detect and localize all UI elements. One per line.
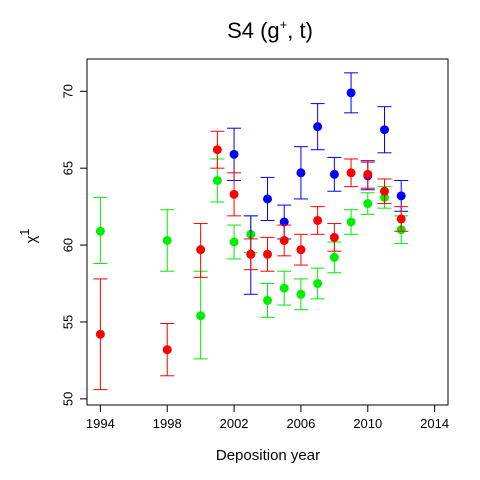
y-axis-label-superscript: 1	[17, 228, 32, 235]
chart-title: S4 (g+, t)	[227, 17, 313, 43]
data-point	[263, 249, 272, 259]
data-point	[162, 345, 172, 355]
data-point	[346, 217, 356, 227]
data-point	[346, 88, 356, 98]
data-point	[279, 217, 289, 227]
data-point	[313, 122, 323, 132]
data-point	[363, 169, 373, 179]
data-point	[296, 289, 306, 299]
y-tick-label: 70	[60, 84, 75, 98]
data-point	[229, 189, 239, 199]
series-0	[93, 158, 409, 360]
plot-frame	[86, 58, 449, 406]
data-point	[263, 295, 272, 305]
x-tick-label: 2014	[420, 416, 449, 431]
data-point	[279, 235, 289, 245]
y-tick-label: 50	[60, 392, 75, 406]
y-axis-label-main: χ	[23, 236, 40, 244]
data-point	[346, 168, 356, 178]
data-series	[93, 72, 409, 391]
chart-title-superscript: +	[280, 17, 288, 32]
data-point	[196, 311, 206, 321]
data-point	[229, 237, 239, 247]
data-point	[396, 191, 406, 201]
chart-title-main: S4 (g	[227, 18, 280, 43]
x-tick-label: 2006	[286, 416, 315, 431]
data-point	[246, 249, 256, 259]
y-tick-label: 65	[60, 161, 75, 175]
data-point	[379, 186, 389, 196]
data-point	[313, 279, 323, 289]
data-point	[329, 252, 339, 262]
y-axis: 50 55 60 65 70	[60, 84, 87, 406]
data-point	[329, 232, 339, 242]
y-axis-label: χ1	[17, 228, 40, 243]
series-2	[93, 130, 409, 391]
data-point	[296, 168, 306, 178]
data-point	[196, 245, 206, 255]
data-point	[229, 149, 239, 159]
data-point	[162, 235, 172, 245]
y-tick-label: 60	[60, 238, 75, 252]
x-tick-label: 2010	[353, 416, 382, 431]
x-tick-label: 2002	[220, 416, 249, 431]
x-axis-label: Deposition year	[216, 447, 320, 464]
data-point	[396, 214, 406, 224]
data-point	[279, 283, 289, 293]
data-point	[363, 199, 373, 209]
data-point	[212, 145, 222, 155]
data-point	[329, 169, 339, 179]
x-tick-label: 1994	[86, 416, 115, 431]
series-1	[227, 72, 409, 295]
data-point	[263, 194, 272, 204]
data-point	[95, 226, 105, 236]
chart-title-end: , t)	[287, 18, 313, 43]
data-point	[379, 125, 389, 135]
x-axis: 1994 1998 2002 2006 2010 2014	[86, 405, 449, 431]
x-tick-label: 1998	[153, 416, 182, 431]
data-point	[95, 329, 105, 339]
data-point	[313, 215, 323, 225]
data-point	[296, 245, 306, 255]
y-tick-label: 55	[60, 315, 75, 329]
data-point	[212, 175, 222, 185]
